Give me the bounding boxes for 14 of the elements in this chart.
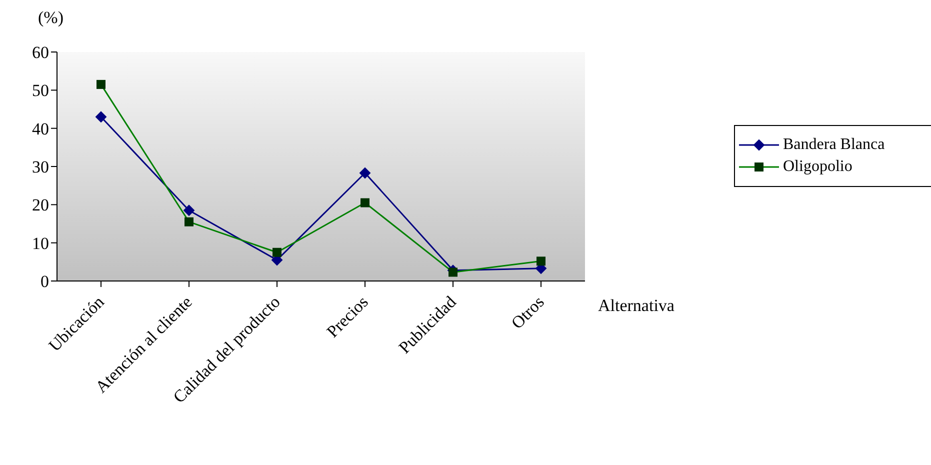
- y-tick-label: 50: [32, 81, 49, 100]
- point: [184, 204, 194, 216]
- legend-label: Oligopolio: [783, 158, 852, 176]
- y-axis-title: (%): [38, 8, 64, 28]
- y-tick-label: 0: [40, 272, 49, 292]
- y-tick-label: 40: [32, 119, 49, 138]
- legend-label: Bandera Blanca: [783, 136, 885, 154]
- y-tick-label: 60: [32, 43, 49, 62]
- y-tick-label: 10: [32, 234, 49, 253]
- y-tick-label: 30: [32, 158, 49, 177]
- point: [360, 167, 370, 178]
- x-axis-title: Alternativa: [598, 296, 674, 316]
- y-tick-label: 20: [32, 196, 49, 215]
- point: [96, 111, 106, 122]
